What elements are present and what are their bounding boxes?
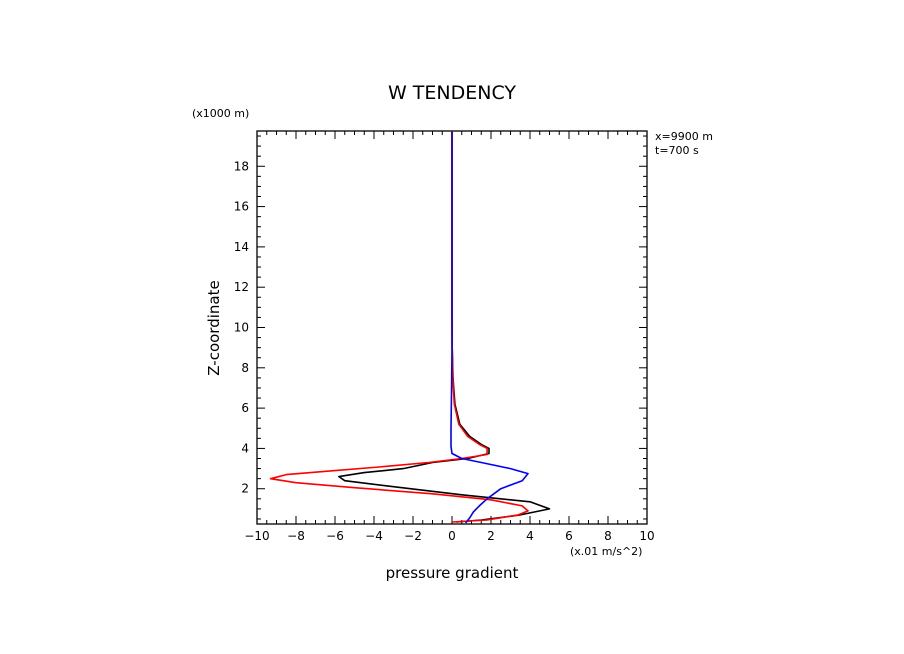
x-unit-label: (x.01 m/s^2) [570, 545, 642, 558]
y-axis-label: Z-coordinate [205, 280, 223, 375]
x-tick-label: 0 [448, 529, 456, 543]
x-tick-label: 8 [604, 529, 612, 543]
info-x-position: x=9900 m [655, 130, 713, 143]
y-tick-label: 10 [234, 321, 249, 335]
x-tick-label: 2 [487, 529, 495, 543]
tick-labels-group: −10 −8 −6 −4 −2 0 2 4 6 8 10 2 4 6 8 10 12 14 16 18 [234, 159, 655, 543]
y-unit-label: (x1000 m) [192, 107, 249, 120]
plot-frame [256, 130, 648, 525]
x-tick-label: −6 [326, 529, 344, 543]
x-tick-label: 4 [526, 529, 534, 543]
y-tick-label: 14 [234, 240, 249, 254]
series-line-0 [338, 132, 551, 523]
info-time: t=700 s [655, 144, 699, 157]
y-tick-label: 2 [241, 482, 249, 496]
chart-title: W TENDENCY [388, 82, 516, 104]
x-tick-label: 6 [565, 529, 573, 543]
series-group [269, 132, 551, 524]
y-tick-label: 12 [234, 280, 249, 294]
y-tick-label: 4 [241, 441, 249, 455]
y-tick-label: 16 [234, 200, 249, 214]
x-tick-label: −4 [365, 529, 383, 543]
y-tick-label: 18 [234, 159, 249, 173]
x-tick-label: −10 [244, 529, 269, 543]
series-line-2 [450, 132, 529, 524]
x-axis-label: pressure gradient [386, 564, 519, 582]
x-tick-label: −8 [287, 529, 305, 543]
y-tick-label: 6 [241, 401, 249, 415]
x-tick-label: 10 [639, 529, 654, 543]
y-tick-label: 8 [241, 361, 249, 375]
x-tick-label: −2 [404, 529, 422, 543]
